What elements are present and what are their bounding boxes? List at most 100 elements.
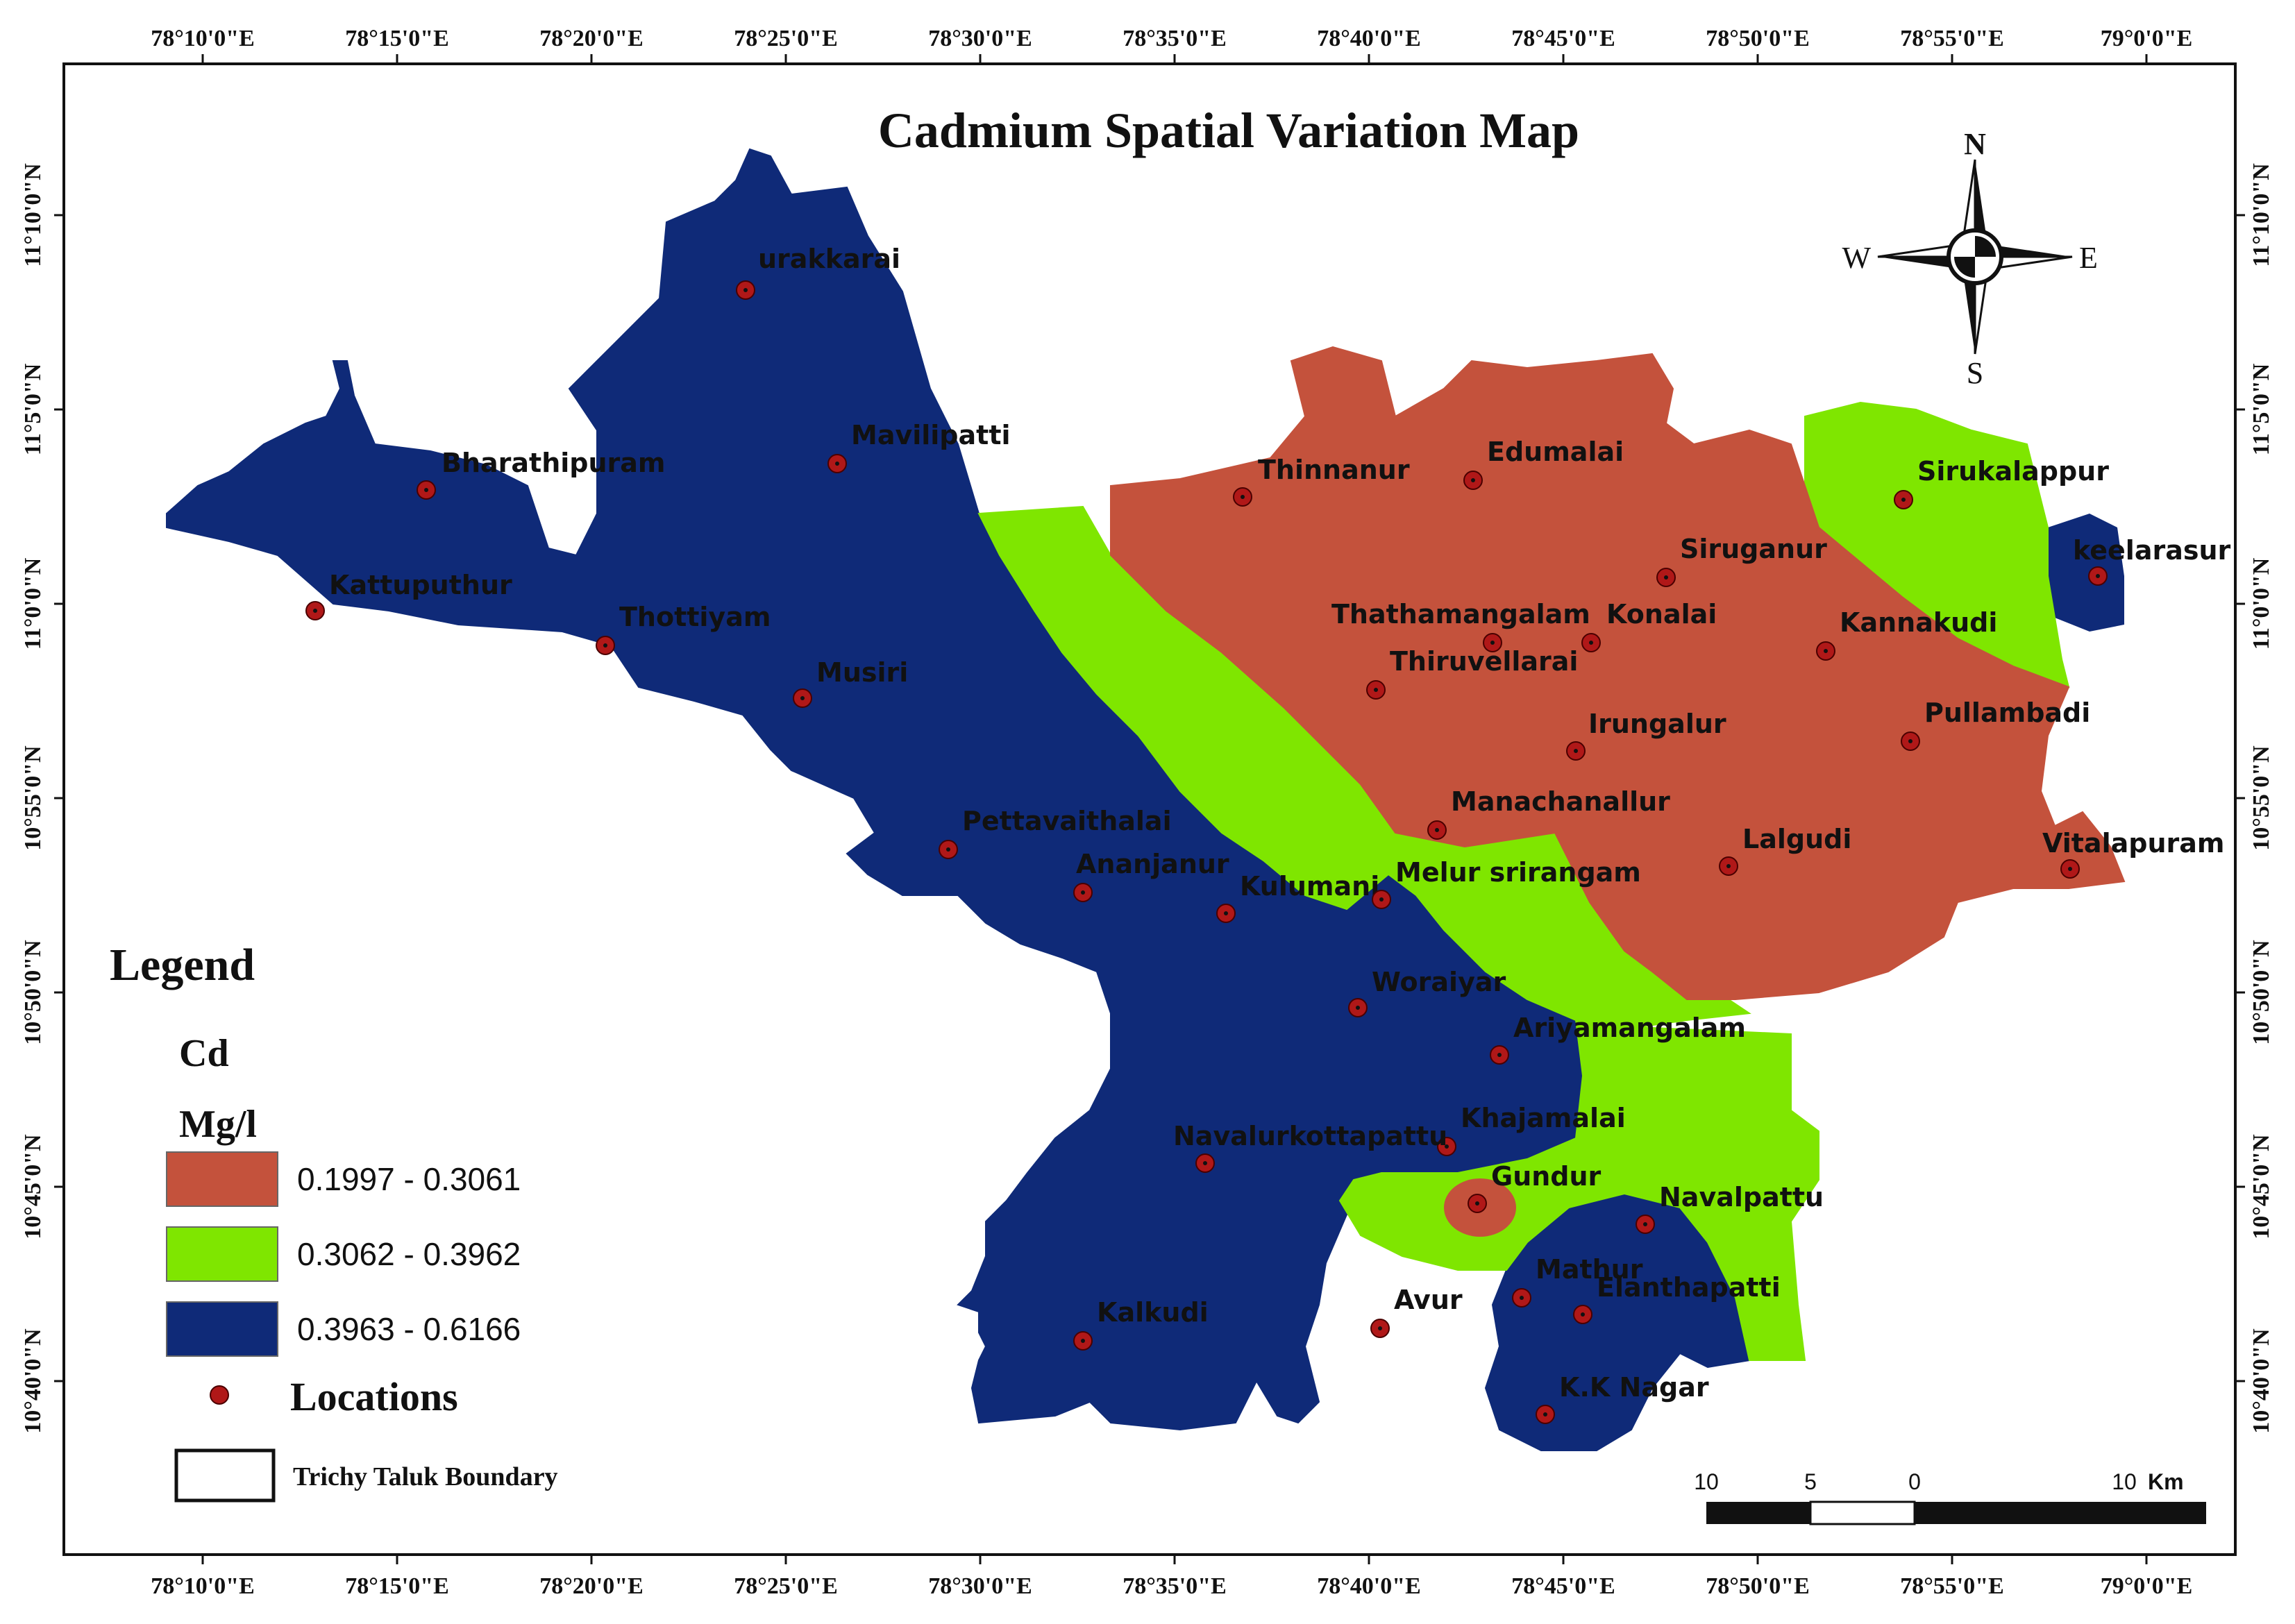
location-dot: [1224, 911, 1228, 915]
location-dot: [1824, 649, 1828, 653]
right-tick-label: 11°0'0"N: [2248, 557, 2274, 650]
top-tick-label: 78°30'0"E: [928, 26, 1032, 51]
scale-label-3: 10: [2112, 1469, 2137, 1494]
right-tick-label: 10°55'0"N: [2248, 745, 2274, 851]
location-dot: [1435, 828, 1439, 832]
legend-variable: Cd: [179, 1032, 229, 1075]
top-tick-label: 78°45'0"E: [1511, 26, 1615, 51]
bottom-tick-label: 78°45'0"E: [1511, 1573, 1615, 1599]
zone-green: [977, 401, 2070, 1361]
bottom-tick-label: 79°0'0"E: [2101, 1573, 2193, 1599]
bottom-tick-label: 78°50'0"E: [1706, 1573, 1810, 1599]
location-label: Vitalapuram: [2042, 828, 2224, 858]
right-tick-label: 11°10'0"N: [2248, 163, 2274, 267]
location-label: Navalurkottapattu: [1173, 1121, 1447, 1151]
location-dot: [1356, 1006, 1360, 1010]
location-label: Thinnanur: [1258, 455, 1410, 485]
graticule-ticks: 78°10'0"E 78°10'0"E 78°15'0"E 78°15'0"E 78°2…: [20, 26, 2274, 1599]
bottom-tick-label: 78°30'0"E: [928, 1573, 1032, 1599]
location-dot: [1543, 1412, 1547, 1416]
bottom-tick-label: 78°35'0"E: [1123, 1573, 1227, 1599]
location-label: Konalai: [1606, 599, 1717, 629]
location-label: Gundur: [1491, 1161, 1602, 1192]
location-label: Ananjanur: [1076, 849, 1229, 879]
location-dot: [603, 643, 607, 648]
legend-range-label: 0.3963 - 0.6166: [297, 1311, 521, 1347]
location-label: Pettavaithalai: [962, 806, 1172, 836]
scale-label-2: 0: [1908, 1469, 1921, 1494]
bottom-tick-label: 78°15'0"E: [345, 1573, 449, 1599]
north-arrow: N S E W: [1842, 127, 2097, 390]
location-label: Ariyamangalam: [1513, 1013, 1746, 1043]
location-label: Thottiyam: [619, 602, 771, 632]
location-label: Mavilipatti: [851, 420, 1011, 450]
location-label: Lalgudi: [1742, 824, 1851, 854]
right-tick-label: 11°5'0"N: [2248, 363, 2274, 455]
legend-swatch: [166, 1301, 278, 1357]
location-dot: [1475, 1201, 1479, 1206]
location-dot: [2068, 867, 2072, 871]
location-dot: [946, 847, 950, 852]
location-dot: [1081, 890, 1085, 895]
location-label: Manachanallur: [1451, 786, 1670, 817]
location-label: Bharathipuram: [442, 448, 666, 478]
compass-s: S: [1967, 356, 1983, 390]
location-dot: [1908, 739, 1912, 743]
location-label: keelarasur: [2073, 535, 2231, 566]
bottom-tick-label: 78°10'0"E: [151, 1573, 255, 1599]
top-tick-label: 78°50'0"E: [1706, 26, 1810, 51]
right-tick-label: 10°50'0"N: [2248, 940, 2274, 1045]
location-dot: [1497, 1053, 1502, 1057]
legend-range-label: 0.1997 - 0.3061: [297, 1161, 521, 1197]
location-dot: [1241, 495, 1245, 499]
legend-classes: 0.1997 - 0.3061 0.3062 - 0.3962 0.3963 - 0…: [166, 1151, 521, 1357]
location-dot: [743, 288, 748, 292]
map-title: Cadmium Spatial Variation Map: [878, 103, 1579, 158]
bottom-tick-label: 78°25'0"E: [734, 1573, 838, 1599]
location-label: Kattuputhur: [329, 570, 512, 600]
legend-boundary-swatch: [174, 1448, 276, 1503]
location-dot: [1520, 1296, 1524, 1300]
scale-unit: Km: [2148, 1469, 2184, 1494]
legend-location-symbol: [210, 1385, 229, 1405]
location-label: Melur srirangam: [1395, 857, 1641, 888]
right-tick-label: 10°40'0"N: [2248, 1328, 2274, 1434]
bottom-tick-label: 78°55'0"E: [1900, 1573, 2004, 1599]
left-tick-label: 10°55'0"N: [20, 745, 46, 851]
location-label: Sirukalappur: [1917, 456, 2109, 487]
location-dot: [313, 609, 317, 613]
top-tick-label: 79°0'0"E: [2101, 26, 2193, 51]
location-dot: [1581, 1312, 1585, 1317]
location-label: Navalpattu: [1659, 1182, 1824, 1212]
location-label: K.K Nagar: [1559, 1372, 1709, 1403]
location-label: Siruganur: [1680, 534, 1827, 564]
location-dot: [2096, 574, 2100, 578]
location-dot: [1471, 478, 1475, 482]
location-dot: [1445, 1144, 1449, 1149]
location-label: Thathamangalam: [1331, 599, 1590, 629]
location-dot: [1901, 498, 1906, 502]
top-tick-label: 78°15'0"E: [345, 26, 449, 51]
left-tick-label: 10°40'0"N: [20, 1328, 46, 1434]
legend-boundary-label: Trichy Taluk Boundary: [293, 1462, 558, 1491]
top-tick-label: 78°55'0"E: [1900, 26, 2004, 51]
location-label: Musiri: [816, 657, 908, 688]
location-dot: [1726, 864, 1731, 868]
scale-bar: 10 5 0 10 Km: [1694, 1469, 2206, 1525]
location-dot: [1589, 641, 1593, 645]
location-dot: [835, 462, 839, 466]
location-label: Kannakudi: [1840, 607, 1997, 638]
location-label: Pullambadi: [1924, 697, 2090, 728]
top-tick-label: 78°35'0"E: [1123, 26, 1227, 51]
location-dot: [1378, 1326, 1382, 1330]
location-dot: [1490, 641, 1495, 645]
location-dot: [1643, 1222, 1647, 1226]
compass-n: N: [1964, 127, 1986, 161]
scale-label-1: 5: [1804, 1469, 1817, 1494]
legend-swatch: [166, 1226, 278, 1282]
location-dot: [1081, 1339, 1085, 1343]
location-dot: [1203, 1161, 1207, 1165]
left-tick-label: 11°10'0"N: [20, 163, 46, 267]
location-label: urakkarai: [758, 244, 900, 274]
location-label: Thiruvellarai: [1390, 646, 1578, 677]
